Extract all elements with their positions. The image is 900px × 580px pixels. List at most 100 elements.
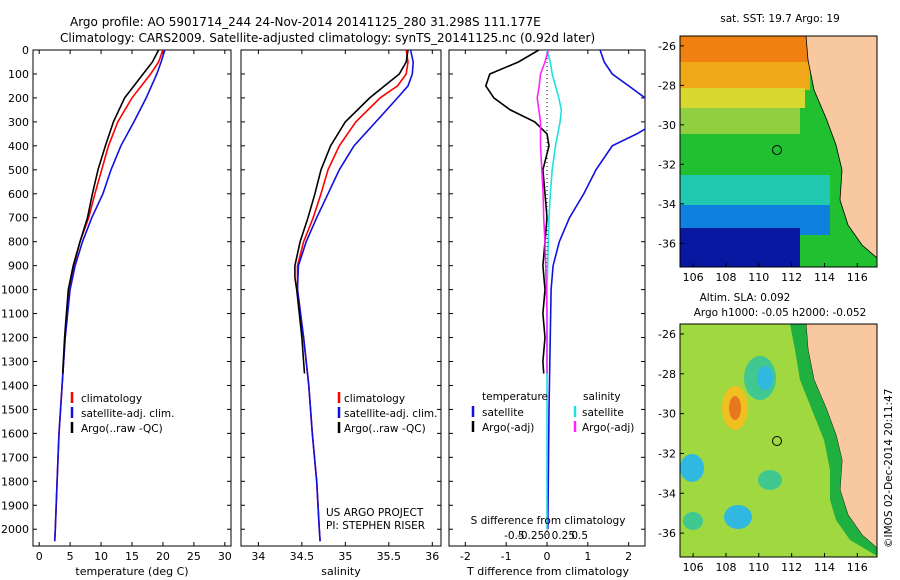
map-y-tick-label: -28 [658,79,676,92]
map-y-tick-label: -30 [658,119,676,132]
legend-label-satellite: satellite-adj. clim. [81,408,174,420]
x-tick-label: 0 [544,550,551,563]
y-tick-label: 100 [8,68,29,81]
x-tick-label: 35 [338,550,352,563]
legend-label-argo: Argo(..raw -QC) [344,423,426,435]
y-tick-label: 400 [8,140,29,153]
x-tick-label: 15 [125,550,139,563]
temperature-legend: climatology satellite-adj. clim. Argo(..… [70,392,174,435]
temperature-xlabel: temperature (deg C) [75,565,188,578]
series-line-argo-raw-qc- [294,50,409,374]
series-line-satellite-adj-clim- [53,50,166,542]
map-y-tick-label: -36 [658,527,676,540]
map-x-tick-label: 112 [781,271,802,284]
x-tick-label: 1 [584,550,591,563]
y-tick-label: 200 [8,92,29,105]
y-tick-label: 1700 [1,451,29,464]
salinity-panel: 34 34.5 35 35.5 36 salinity climatology sate… [240,49,442,578]
s-tick-label: 0.5 [571,530,588,542]
salinity-legend: climatology satellite-adj. clim. Argo(..… [337,392,437,435]
legend-label-climatology: climatology [344,393,405,405]
y-tick-label: 700 [8,212,29,225]
salinity-axes-frame [240,49,442,547]
y-tick-label: 300 [8,116,29,129]
legend-label-satellite: satellite-adj. clim. [344,408,437,420]
y-tick-label: 1600 [1,427,29,440]
difference-legend: temperature salinity satellite Argo(-adj… [471,391,634,434]
legend-label-t-argo: Argo(-adj) [482,422,534,434]
salinity-x-ticks: 34 34.5 35 35.5 36 [251,50,439,563]
header-line1: Argo profile: AO 5901714_244 24-Nov-2014… [70,15,541,29]
legend-label-climatology: climatology [81,393,142,405]
sla-map-subtitle: Argo h1000: -0.05 h2000: -0.052 [694,307,867,319]
salinity-xlabel: salinity [321,565,361,578]
map-x-tick-label: 116 [847,561,868,574]
y-tick-label: 1000 [1,284,29,297]
sla-low-6 [683,512,703,530]
y-tick-label: 800 [8,236,29,249]
difference-y-ticks [449,49,645,530]
sst-map-ticks: 106 108 110 112 114 116 -26 -28 -30 -32 -34 -36 [658,40,868,284]
sla-low-5 [758,470,782,490]
s-tick-label: 0 [544,530,551,542]
salinity-y-ticks [241,49,441,530]
difference-panel: -2 -1 0 1 2 S difference from climatology -0… [448,49,646,578]
y-tick-label: 1800 [1,475,29,488]
map-y-tick-label: -32 [658,447,676,460]
map-y-tick-label: -28 [658,368,676,381]
sst-map-frame [679,35,878,268]
x-tick-label: 36 [425,550,439,563]
s-difference-tick-labels: -0.5-0.25 0 0.250.5 [504,530,588,542]
s-tick-label: -0.25 [517,530,544,542]
x-tick-label: 5 [67,550,74,563]
s-tick-label: 0.25 [552,530,575,542]
sla-map-title: Altim. SLA: 0.092 [700,292,791,304]
series-line-s-satellite [546,50,563,530]
y-tick-label: 0 [22,44,29,57]
sla-low-4 [724,505,752,529]
sla-low-2 [757,366,773,390]
x-tick-label: 35.5 [377,550,402,563]
sla-map-frame [679,323,878,558]
header-line2: Climatology: CARS2009. Satellite-adjuste… [60,31,595,45]
legend-header-salinity: salinity [583,391,621,403]
y-tick-label: 1100 [1,308,29,321]
project-annotation: US ARGO PROJECT [326,507,424,519]
y-tick-label: 1300 [1,355,29,368]
y-tick-label: 900 [8,260,29,273]
y-tick-label: 500 [8,164,29,177]
x-tick-label: 34.5 [290,550,315,563]
x-tick-label: -1 [501,550,512,563]
y-tick-label: 1200 [1,332,29,345]
sst-warm-band [680,36,820,66]
sla-low-3 [680,454,704,482]
map-x-tick-label: 110 [748,271,769,284]
map-x-tick-label: 112 [781,561,802,574]
series-line-satellite-adj-clim- [296,50,415,542]
sst-map-panel: sat. SST: 19.7 Argo: 19 106 108 110 112 114 1… [658,13,878,284]
y-tick-label: 2000 [1,523,29,536]
temperature-panel: 0100200300400500600700800900100011001200… [1,44,232,578]
x-tick-label: 0 [36,550,43,563]
map-y-tick-label: -34 [658,487,676,500]
map-x-tick-label: 106 [683,271,704,284]
temperature-series [53,50,166,542]
series-line-t-satellite [547,50,645,530]
sla-map-panel: Altim. SLA: 0.092 Argo h1000: -0.05 h200… [658,292,878,574]
legend-label-argo: Argo(..raw -QC) [81,423,163,435]
x-tick-label: 20 [156,550,170,563]
map-x-tick-label: 106 [683,561,704,574]
sst-yellow-band [680,88,805,108]
y-tick-label: 1500 [1,403,29,416]
map-x-tick-label: 110 [748,561,769,574]
series-line-argo-raw-qc- [61,50,160,374]
legend-label-t-satellite: satellite [482,407,524,419]
map-x-tick-label: 114 [814,271,835,284]
series-line-climatology [296,50,409,542]
sst-green-band [680,108,800,134]
x-tick-label: 34 [251,550,265,563]
y-tick-label: 1900 [1,499,29,512]
map-y-tick-label: -32 [658,158,676,171]
sla-map-field [680,324,877,557]
